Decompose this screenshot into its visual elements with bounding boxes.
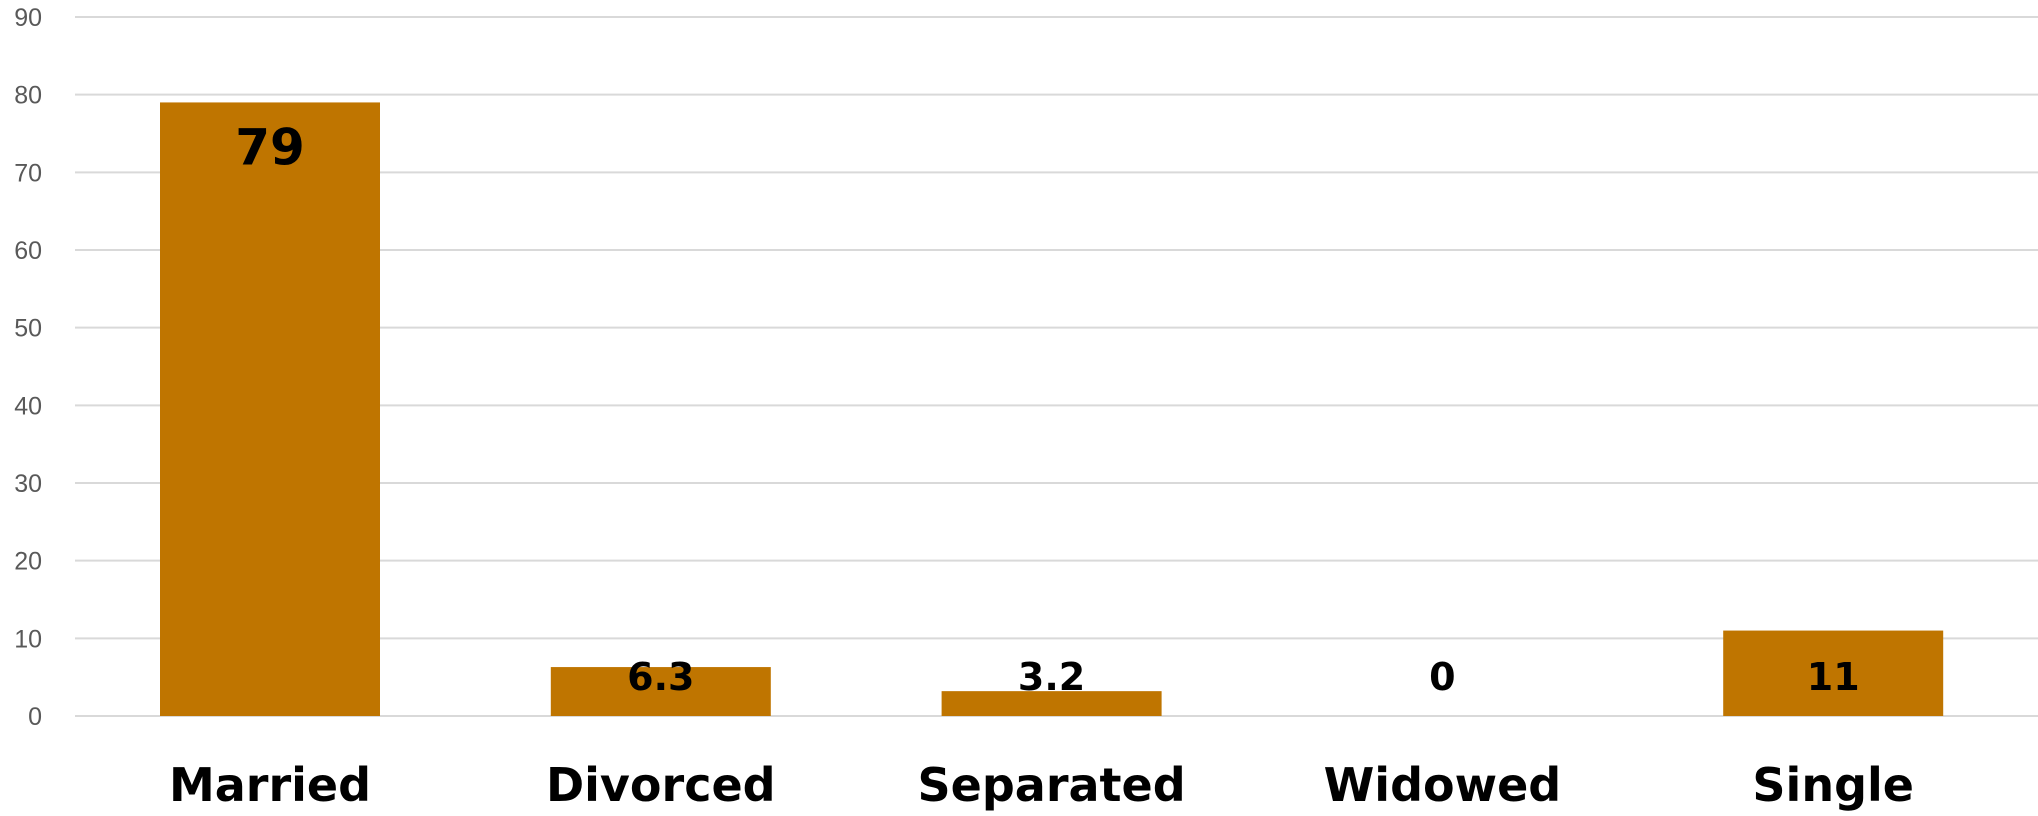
gridlines (75, 16, 2038, 717)
x-category-label-single: Single (1752, 758, 1914, 812)
x-category-label-divorced: Divorced (546, 758, 776, 812)
x-category-label-married: Married (169, 758, 371, 812)
y-tick-label: 40 (14, 392, 42, 420)
y-tick-label: 30 (14, 470, 42, 498)
data-label-separated: 3.2 (1018, 655, 1085, 699)
y-tick-label: 70 (14, 159, 42, 187)
bars (160, 102, 1944, 716)
data-label-married: 79 (235, 118, 305, 176)
y-tick-label: 20 (14, 548, 42, 576)
y-tick-label: 10 (14, 625, 42, 653)
bar-married (160, 102, 380, 716)
y-tick-label: 60 (14, 237, 42, 265)
y-tick-label: 50 (14, 315, 42, 343)
data-label-single: 11 (1807, 655, 1860, 699)
bar-single (1723, 630, 1944, 716)
y-tick-label: 0 (28, 703, 42, 731)
data-label-widowed: 0 (1429, 655, 1455, 699)
data-labels: 79 6.3 3.2 0 11 (235, 118, 1859, 699)
y-axis-tick-labels: 0 10 20 30 40 50 60 70 80 90 (14, 4, 42, 731)
x-axis-category-labels: Married Divorced Separated Widowed Single (169, 758, 1914, 812)
data-label-divorced: 6.3 (627, 655, 694, 699)
y-tick-label: 80 (14, 82, 42, 110)
y-tick-label: 90 (14, 4, 42, 32)
bar-separated (941, 691, 1162, 716)
x-category-label-widowed: Widowed (1324, 758, 1562, 812)
x-category-label-separated: Separated (918, 758, 1186, 812)
bar-divorced (550, 667, 771, 716)
